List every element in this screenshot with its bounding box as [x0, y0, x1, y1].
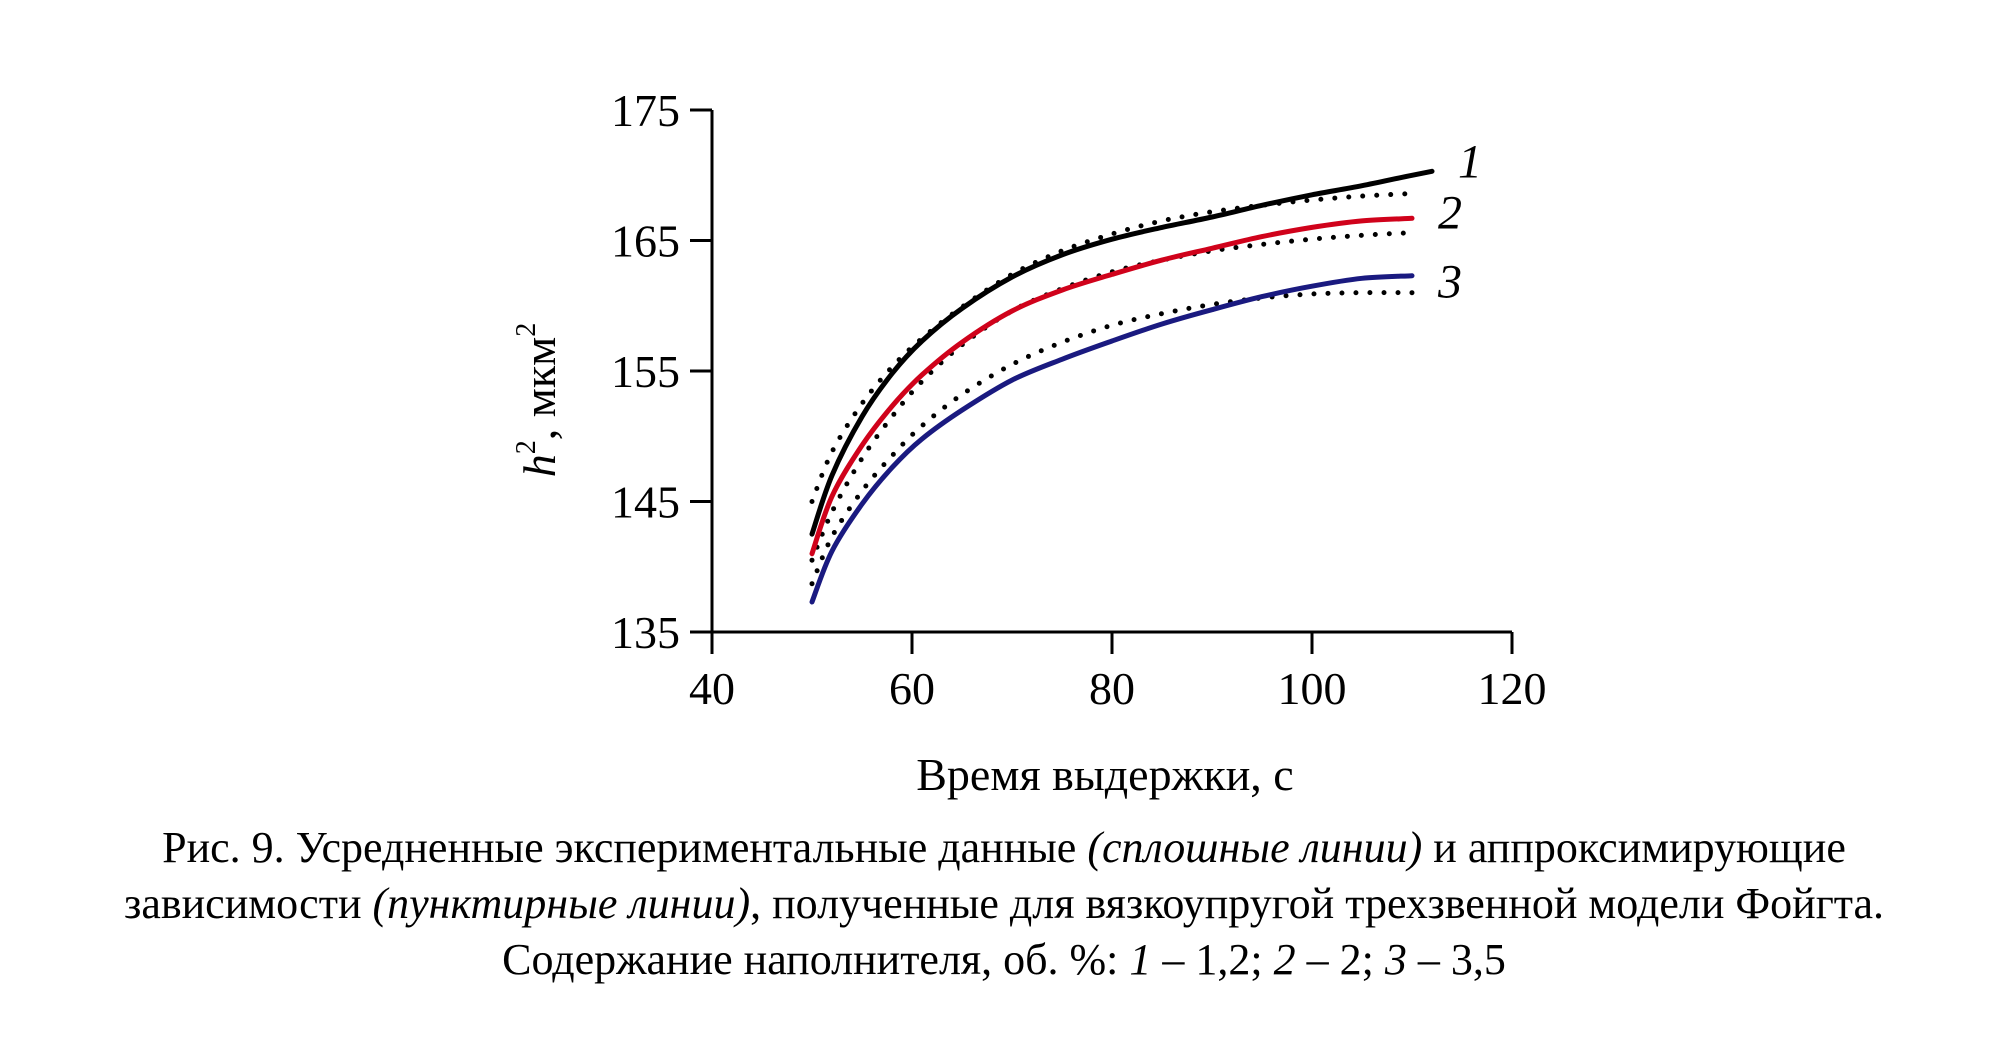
- caption-italic: 3: [1384, 935, 1407, 984]
- series-label-1: 1: [1458, 135, 1482, 188]
- x-tick-label: 80: [1089, 663, 1135, 714]
- y-axis-label-unit: , мкм: [514, 337, 565, 441]
- figure-caption: Рис. 9. Усредненные экспериментальные да…: [0, 820, 2008, 988]
- series-layer: [809, 168, 1435, 605]
- x-tick-label: 120: [1478, 663, 1547, 714]
- y-tick-label: 165: [611, 216, 680, 267]
- caption-text: зависимости: [123, 879, 373, 928]
- caption-text: – 1,2;: [1151, 935, 1274, 984]
- series-2-experimental-line: [809, 215, 1415, 557]
- series-1-approximation-line: [809, 191, 1415, 504]
- y-axis-label: h2, мкм2: [511, 323, 565, 478]
- y-tick-label: 175: [611, 85, 680, 136]
- x-tick-label: 100: [1278, 663, 1347, 714]
- series-label-2: 2: [1438, 186, 1462, 239]
- caption-line-3: Содержание наполнителя, об. %: 1 – 1,2; …: [0, 932, 2008, 988]
- y-tick-label: 145: [611, 477, 680, 528]
- caption-text: , полученные для вязкоупругой трехзвенно…: [750, 879, 1885, 928]
- caption-italic: (пунктирные линии): [372, 879, 751, 928]
- caption-italic: 2: [1273, 935, 1296, 984]
- caption-italic: 1: [1129, 935, 1152, 984]
- labels-layer: 12 3: [1437, 135, 1482, 308]
- y-axis-label-base: h: [514, 454, 565, 477]
- y-axis-label-unit-sup: 2: [511, 323, 542, 337]
- y-tick-label: 155: [611, 346, 680, 397]
- y-axis-label-sup: 2: [511, 440, 542, 454]
- caption-line-1: Рис. 9. Усредненные экспериментальные да…: [0, 820, 2008, 876]
- y-tick-label: 135: [611, 607, 680, 658]
- series-3-approximation-line: [809, 290, 1415, 587]
- series-3-experimental-line: [809, 273, 1415, 605]
- x-tick-label: 60: [889, 663, 935, 714]
- caption-text: – 3,5: [1406, 935, 1506, 984]
- caption-line-2: зависимости (пунктирные линии), полученн…: [0, 876, 2008, 932]
- series-label-3: 3: [1437, 256, 1462, 309]
- series-1-experimental-line: [809, 168, 1435, 537]
- caption-text: Содержание наполнителя, об. %:: [502, 935, 1130, 984]
- x-tick-label: 40: [689, 663, 735, 714]
- caption-italic: (сплошные линии): [1087, 823, 1423, 872]
- axes: 135 145 155 165 175 40 60 80 100 120: [611, 85, 1547, 714]
- caption-text: – 2;: [1295, 935, 1385, 984]
- caption-text: Рис. 9. Усредненные экспериментальные да…: [162, 823, 1088, 872]
- caption-text: и аппроксимирующие: [1422, 823, 1846, 872]
- x-axis-label: Время выдержки, с: [916, 749, 1293, 800]
